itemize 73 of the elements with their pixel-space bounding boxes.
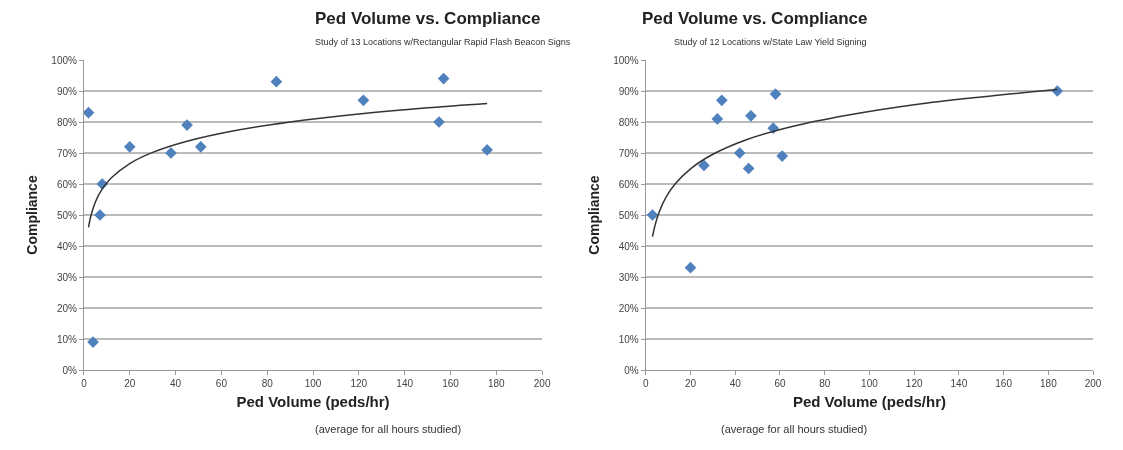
point (776, 150, 789, 162)
x-tick-label: 0 (643, 378, 649, 389)
x-tick-label: 120 (350, 378, 368, 389)
y-tick-label: 100% (51, 54, 78, 66)
chart-title: Ped Volume vs. Compliance (642, 9, 868, 28)
y-axis-title: Compliance (585, 175, 602, 255)
point (481, 144, 493, 156)
text: (average for all hours studied) (721, 423, 868, 435)
chart-subtitle: Study of 12 Locations w/State Law Yield Signing (674, 37, 867, 47)
y-tick-label: 0% (624, 364, 639, 376)
x-tick-label: 60 (774, 378, 786, 389)
point (270, 75, 283, 88)
x-tick-label: 160 (442, 378, 460, 389)
x-tick-label: 0 (81, 378, 88, 389)
y-tick-label: 40% (56, 240, 78, 252)
point (684, 261, 697, 274)
x-tick-label: 100 (304, 378, 322, 389)
y-tick-label: 60% (56, 178, 78, 190)
point (742, 162, 755, 175)
x-tick-label: 80 (261, 378, 274, 389)
y-tick-label: 20% (618, 302, 639, 314)
y-tick-label: 80% (618, 116, 639, 128)
y-tick-label: 10% (56, 333, 78, 345)
y-tick-label: 90% (618, 85, 639, 97)
y-tick-label: 10% (618, 333, 639, 345)
x-tick-label: 180 (1040, 378, 1058, 389)
line-series (87, 102, 488, 229)
point (715, 94, 728, 107)
x-axis-title: Ped Volume (peds/hr) (792, 393, 946, 410)
point (194, 140, 207, 153)
point (357, 94, 370, 107)
point (87, 336, 99, 348)
y-tick-label: 0% (62, 364, 78, 376)
x-tick-label: 40 (729, 378, 742, 389)
y-tick-label: 20% (56, 302, 78, 314)
x-tick-label: 40 (169, 378, 182, 389)
point (123, 140, 136, 153)
y-tick-label: 40% (618, 240, 639, 252)
x-tick-label: 120 (905, 378, 923, 389)
x-tick-label: 200 (533, 378, 551, 389)
y-tick-label: 60% (618, 178, 639, 190)
chart-title: Ped Volume vs. Compliance (315, 9, 541, 28)
chart-subtitle: Study of 13 Locations w/Rectangular Rapid Flash Beacon Signs (315, 37, 571, 47)
y-tick-label: 100% (613, 54, 639, 66)
y-tick-label: 50% (56, 209, 78, 221)
y-axis-title: Compliance (23, 175, 40, 255)
x-tick-label: 60 (215, 378, 228, 389)
x-tick-label: 20 (684, 378, 697, 389)
x-tick-label: 200 (1084, 378, 1102, 389)
y-tick-label: 80% (56, 116, 78, 128)
y-tick-label: 30% (56, 271, 78, 283)
x-tick-label: 80 (819, 378, 831, 389)
point (698, 159, 710, 172)
point (83, 106, 95, 119)
x-tick-label: 140 (396, 378, 414, 389)
y-tick-label: 30% (618, 271, 639, 283)
x-tick-label: 20 (124, 378, 136, 389)
x-tick-label: 100 (861, 378, 879, 389)
text: (average for all hours studied) (315, 423, 462, 435)
y-tick-label: 50% (618, 209, 639, 221)
x-tick-label: 180 (487, 378, 506, 389)
point (646, 209, 659, 221)
x-tick-label: 160 (995, 378, 1013, 389)
point (733, 147, 746, 159)
y-tick-label: 90% (56, 85, 78, 97)
point (437, 72, 450, 85)
x-axis-title: Ped Volume (peds/hr) (236, 393, 390, 410)
point (745, 109, 757, 122)
point (769, 88, 782, 100)
y-tick-label: 70% (618, 147, 639, 159)
point (711, 113, 724, 125)
y-tick-label: 70% (56, 147, 78, 159)
x-tick-label: 140 (950, 378, 968, 389)
